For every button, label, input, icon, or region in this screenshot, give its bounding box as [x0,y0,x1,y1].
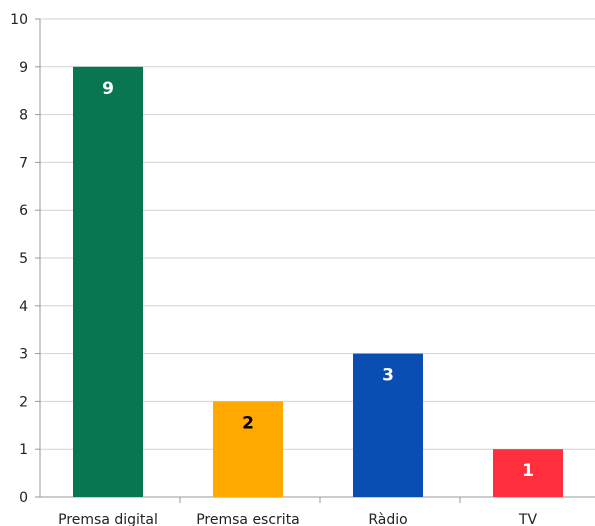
y-tick-label: 9 [19,60,28,76]
y-tick-label: 0 [19,490,28,506]
data-label: 9 [102,79,114,99]
y-tick-label: 2 [19,394,28,410]
y-tick-label: 8 [19,108,28,124]
y-tick-label: 4 [19,299,28,315]
x-category-label: Premsa digital [58,512,158,526]
bar-r-dio [353,353,423,497]
y-tick-label: 7 [19,155,28,171]
x-category-label: TV [518,512,538,526]
bars [73,66,563,498]
x-category-label: Premsa escrita [196,512,300,526]
data-label: 2 [242,413,254,433]
y-tick-label: 6 [19,203,28,219]
y-tick-label: 1 [19,442,28,458]
data-label: 3 [382,366,394,386]
bar-premsa-escrita [213,401,283,497]
bar-premsa-digital [73,66,143,498]
bar-tv [493,449,563,497]
y-tick-label: 10 [10,12,28,28]
y-axis-ticks: 0 1 2 3 4 5 6 7 8 9 10 [10,12,41,506]
data-labels: 9 2 3 1 [102,79,534,481]
y-tick-label: 3 [19,347,28,363]
data-label: 1 [522,461,534,481]
y-tick-label: 5 [19,251,28,267]
x-axis: Premsa digital Premsa escrita Ràdio TV [58,497,538,526]
x-category-label: Ràdio [368,512,407,526]
